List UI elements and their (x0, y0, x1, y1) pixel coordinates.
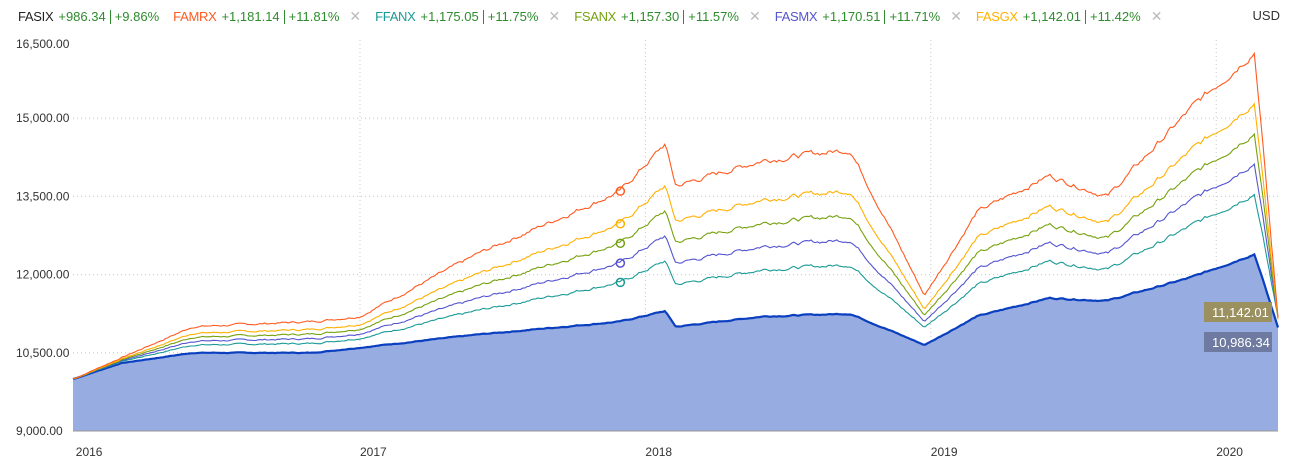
series-line-ffanx (72, 193, 1279, 380)
y-tick-label: 15,000.00 (16, 111, 70, 125)
end-value-label-bottom: 10,986.34 (1212, 335, 1270, 350)
legend-ticker: FAMRX (173, 9, 217, 24)
x-tick-label: 2018 (645, 445, 672, 459)
legend-item-fasix: FASIX +986.34 +9.86% (18, 9, 167, 24)
close-icon[interactable]: ✕ (1150, 8, 1163, 24)
divider (683, 9, 685, 24)
legend-percent: +11.71% (889, 9, 941, 24)
end-value-label-top-bg (1204, 302, 1272, 322)
close-icon[interactable]: ✕ (950, 8, 962, 24)
legend-percent: +11.81% (288, 9, 340, 24)
event-marker (615, 258, 626, 268)
fasix-area (73, 254, 1278, 431)
currency-label: USD (1252, 8, 1280, 23)
legend-item-fsanx: FSANX +1,157.30 +11.57% ✕ (574, 8, 769, 25)
legend-ticker: FASGX (975, 9, 1018, 24)
x-tick-label: 2019 (931, 445, 958, 459)
legend-change: +1,170.51 (822, 9, 881, 24)
legend-item-fasgx: FASGX +1,142.01 +11.42% ✕ (976, 8, 1171, 25)
end-value-label-top: 11,142.01 (1212, 305, 1269, 320)
divider (283, 9, 285, 24)
x-tick-label: 2016 (76, 445, 103, 459)
divider (1084, 9, 1086, 24)
divider (482, 9, 484, 24)
y-tick-label: 12,000.00 (16, 268, 70, 282)
close-icon[interactable]: ✕ (748, 8, 761, 24)
series-line-famrx (72, 51, 1279, 380)
legend-ticker: FASIX (18, 9, 54, 24)
legend-change: +1,181.14 (221, 9, 280, 24)
divider (109, 9, 111, 24)
legend-item-famrx: FAMRX +1,181.14 +11.81% ✕ (173, 8, 369, 25)
close-icon[interactable]: ✕ (349, 8, 362, 24)
legend-change: +1,157.30 (621, 9, 680, 24)
legend-change: +1,175.05 (420, 9, 479, 24)
event-marker (615, 186, 626, 196)
legend-percent: +11.75% (487, 9, 539, 24)
legend-percent: +11.42% (1089, 9, 1141, 24)
series-line-fasmx (72, 162, 1279, 380)
y-tick-label: 16,500.00 (16, 37, 70, 51)
legend-change: +986.34 (58, 9, 106, 24)
legend-ticker: FFANX (375, 9, 416, 24)
legend-item-ffanx: FFANX +1,175.05 +11.75% ✕ (375, 8, 568, 25)
series-line-fasix (72, 252, 1280, 380)
x-tick-label: 2017 (360, 445, 387, 459)
legend-ticker: FASMX (774, 9, 818, 24)
divider (884, 9, 886, 24)
legend: FASIX +986.34 +9.86% FAMRX +1,181.14 +11.81% ✕… (18, 8, 1176, 25)
series-line-fsanx (72, 132, 1279, 380)
close-icon[interactable]: ✕ (548, 8, 561, 24)
series-line-fasgx (72, 102, 1279, 380)
y-tick-label: 9,000.00 (16, 424, 63, 438)
legend-percent: +11.57% (688, 9, 739, 24)
x-tick-label: 2020 (1216, 445, 1243, 459)
end-value-label-bottom-bg (1204, 332, 1272, 352)
legend-change: +1,142.01 (1022, 9, 1081, 24)
legend-percent: +9.86% (114, 9, 160, 24)
legend-item-fasmx: FASMX +1,170.51 +11.71% ✕ (775, 8, 970, 25)
legend-ticker: FSANX (574, 9, 617, 24)
event-marker (615, 277, 626, 288)
event-marker (615, 219, 626, 229)
y-tick-label: 10,500.00 (16, 346, 70, 360)
event-marker (615, 238, 626, 249)
y-tick-label: 13,500.00 (16, 189, 70, 203)
